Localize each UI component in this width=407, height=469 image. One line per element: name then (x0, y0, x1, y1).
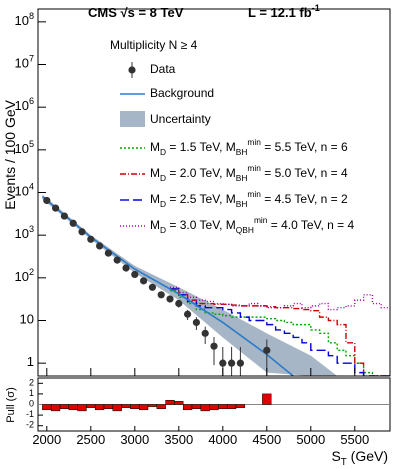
pull-bar (147, 404, 158, 407)
plot-area (41, 194, 390, 376)
data-point (157, 291, 165, 299)
data-point (148, 283, 156, 291)
y-tick-label: 102 (14, 267, 34, 284)
pull-y-tick-label: -2 (26, 420, 34, 430)
pull-bar (68, 404, 78, 411)
pull-bar (94, 404, 105, 411)
data-point (43, 196, 51, 205)
pull-y-tick-label: 0 (29, 399, 34, 409)
signal-histogram (170, 289, 390, 376)
y-tick-label: 103 (14, 225, 34, 242)
x-tick-label: 2000 (32, 432, 61, 447)
legend-label: Uncertainty (150, 112, 211, 126)
data-point (201, 329, 209, 337)
data-point (140, 277, 148, 285)
x-tick-label: 5000 (296, 432, 325, 447)
data-point (228, 359, 236, 367)
signal-histogram (170, 288, 390, 376)
pull-bar (182, 404, 193, 411)
pull-bar (218, 404, 228, 409)
legend-label: Background (150, 86, 214, 100)
pull-bar (235, 404, 246, 408)
pull-y-tick-label: 1 (29, 388, 34, 398)
data-point (122, 264, 130, 272)
data-point (113, 256, 121, 264)
pull-bar (174, 401, 184, 405)
legend-uncertainty (120, 111, 145, 127)
data-point (175, 299, 183, 308)
y-tick-label: 108 (14, 11, 34, 28)
pull-bar (59, 404, 70, 409)
pull-bar (138, 404, 149, 411)
data-point (78, 228, 86, 236)
x-tick-label: 4500 (252, 432, 281, 447)
signal-histogram (170, 288, 390, 376)
pull-bar (130, 404, 140, 409)
pull-bar (226, 404, 237, 409)
data-point (131, 270, 139, 279)
chart-title: CMS √s = 8 TeV (88, 5, 184, 20)
y-tick-label: 104 (14, 182, 34, 199)
legend-label: MD = 2.5 TeV, MBHmin = 4.5 TeV, n = 2 (150, 189, 348, 209)
pull-y-tick-label: -1 (26, 409, 34, 419)
y-tick-label: 107 (14, 54, 34, 71)
legend-label: MD = 1.5 TeV, MBHmin = 5.5 TeV, n = 6 (150, 137, 348, 157)
data-point (60, 212, 68, 220)
data-point (263, 346, 271, 354)
y-tick-label: 1 (27, 355, 34, 370)
pull-bar (209, 404, 219, 411)
data-point (69, 219, 77, 227)
luminosity: L = 12.1 fb-1 (248, 3, 320, 20)
x-axis-label: ST (GeV) (331, 448, 388, 468)
data-point (184, 310, 192, 318)
y-tick-label: 10 (20, 312, 34, 327)
y-axis-label: Events / 100 GeV (2, 99, 18, 209)
legend-label: MD = 2.0 TeV, MBHmin = 5.0 TeV, n = 4 (150, 163, 348, 183)
data-point (219, 359, 227, 367)
x-tick-label: 2500 (76, 432, 105, 447)
pull-bar (42, 404, 52, 411)
legend-data-marker (128, 66, 136, 74)
data-point (236, 359, 244, 367)
data-point (192, 318, 200, 327)
x-tick-label: 3000 (120, 432, 149, 447)
x-tick-label: 3500 (164, 432, 193, 447)
pull-bar (121, 404, 131, 408)
pull-bar (156, 404, 166, 409)
x-tick-label: 4000 (208, 432, 237, 447)
data-point (52, 204, 60, 212)
data-point (87, 235, 95, 243)
y-tick-label: 106 (14, 97, 34, 114)
legend-label: Data (150, 62, 176, 76)
pull-bar (191, 404, 202, 409)
uncertainty-band (42, 194, 338, 376)
data-point (166, 295, 174, 303)
data-point (96, 242, 104, 250)
pull-bar (112, 404, 122, 412)
pull-label: Pull (σ) (5, 387, 17, 423)
data-point (104, 249, 112, 257)
pull-bar (86, 404, 96, 408)
legend-label: MD = 3.0 TeV, MQBHmin = 4.0 TeV, n = 4 (150, 215, 355, 235)
annotation: Multiplicity N ≥ 4 (110, 38, 198, 52)
x-tick-label: 5500 (340, 432, 369, 447)
y-tick-label: 105 (14, 139, 34, 156)
pull-bar (77, 404, 87, 412)
pull-bar (200, 404, 210, 412)
pull-bar (165, 400, 175, 405)
pull-y-tick-label: 2 (29, 378, 34, 388)
pull-bar (262, 393, 272, 405)
pull-bar (103, 404, 114, 409)
data-point (210, 342, 218, 350)
pull-bar (50, 404, 61, 412)
